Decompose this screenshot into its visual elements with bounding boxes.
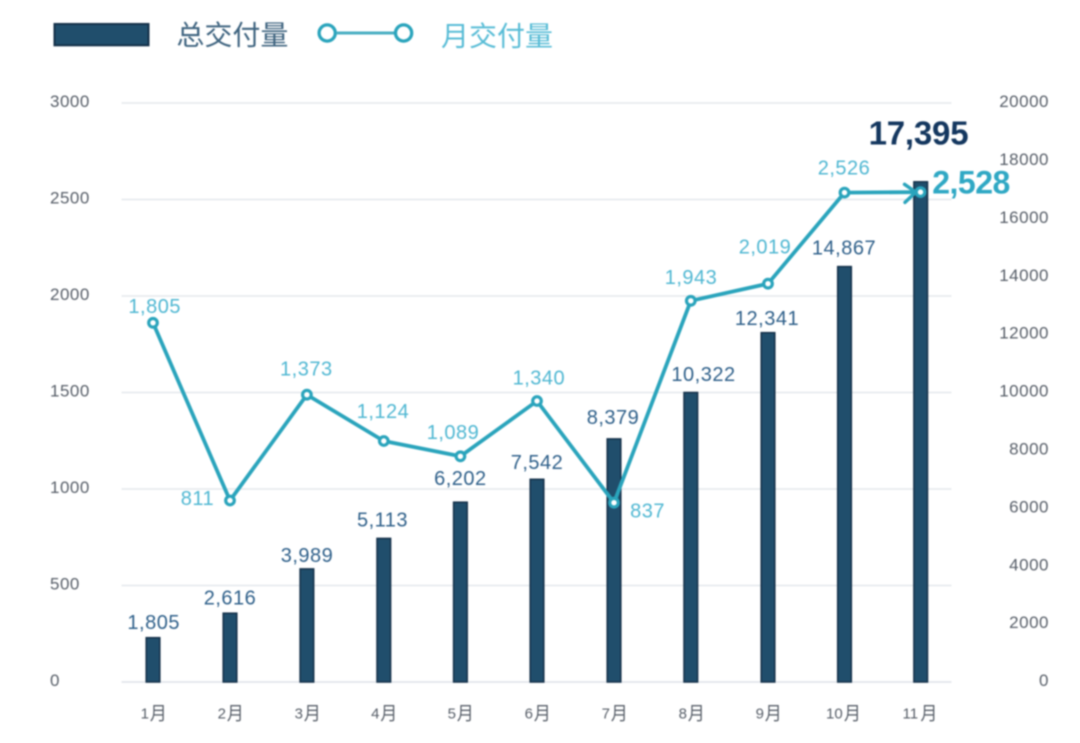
svg-text:20000: 20000 xyxy=(999,92,1049,111)
svg-text:1000: 1000 xyxy=(50,478,90,497)
svg-text:3: 3 xyxy=(295,706,303,723)
svg-text:0: 0 xyxy=(1039,671,1049,690)
svg-text:2000: 2000 xyxy=(1009,613,1049,632)
svg-text:0: 0 xyxy=(50,671,60,690)
svg-text:1,373: 1,373 xyxy=(280,359,333,381)
svg-text:12000: 12000 xyxy=(999,324,1049,343)
svg-text:2: 2 xyxy=(218,706,226,723)
svg-text:8,379: 8,379 xyxy=(587,407,640,429)
svg-text:5: 5 xyxy=(448,706,456,723)
svg-text:18000: 18000 xyxy=(999,150,1049,169)
svg-text:17,395: 17,395 xyxy=(869,115,969,152)
svg-text:8: 8 xyxy=(679,706,687,723)
svg-text:9: 9 xyxy=(756,706,764,723)
svg-text:1500: 1500 xyxy=(50,382,90,401)
svg-text:837: 837 xyxy=(630,500,665,522)
svg-text:2000: 2000 xyxy=(50,285,90,304)
svg-text:2500: 2500 xyxy=(50,189,90,208)
svg-text:1,089: 1,089 xyxy=(427,422,480,444)
svg-text:1,340: 1,340 xyxy=(513,368,566,390)
svg-text:4: 4 xyxy=(371,706,379,723)
svg-text:1,805: 1,805 xyxy=(128,296,181,318)
svg-text:2,526: 2,526 xyxy=(818,157,871,179)
svg-text:4000: 4000 xyxy=(1009,555,1049,574)
svg-text:14,867: 14,867 xyxy=(812,237,876,259)
svg-text:10000: 10000 xyxy=(999,382,1049,401)
svg-text:2,616: 2,616 xyxy=(204,587,257,609)
svg-text:1,805: 1,805 xyxy=(127,612,180,634)
svg-text:16000: 16000 xyxy=(999,208,1049,227)
svg-text:6: 6 xyxy=(525,706,533,723)
svg-text:2,019: 2,019 xyxy=(739,237,792,259)
svg-text:7: 7 xyxy=(602,706,610,723)
svg-text:11: 11 xyxy=(903,706,919,723)
svg-text:8000: 8000 xyxy=(1009,440,1049,459)
svg-text:6000: 6000 xyxy=(1009,497,1049,516)
svg-text:10: 10 xyxy=(826,706,843,723)
svg-text:10,322: 10,322 xyxy=(671,364,735,386)
svg-text:1,943: 1,943 xyxy=(665,267,718,289)
svg-text:5,113: 5,113 xyxy=(357,509,408,531)
svg-text:500: 500 xyxy=(50,575,80,594)
svg-text:12,341: 12,341 xyxy=(735,308,799,330)
svg-text:1: 1 xyxy=(141,706,149,723)
svg-text:14000: 14000 xyxy=(999,266,1049,285)
svg-text:7,542: 7,542 xyxy=(511,452,564,474)
svg-text:3,989: 3,989 xyxy=(281,545,334,567)
svg-text:811: 811 xyxy=(181,488,214,510)
svg-text:3000: 3000 xyxy=(50,92,90,111)
svg-text:6,202: 6,202 xyxy=(434,468,487,490)
svg-text:1,124: 1,124 xyxy=(357,401,410,423)
svg-text:2,528: 2,528 xyxy=(932,165,1010,201)
